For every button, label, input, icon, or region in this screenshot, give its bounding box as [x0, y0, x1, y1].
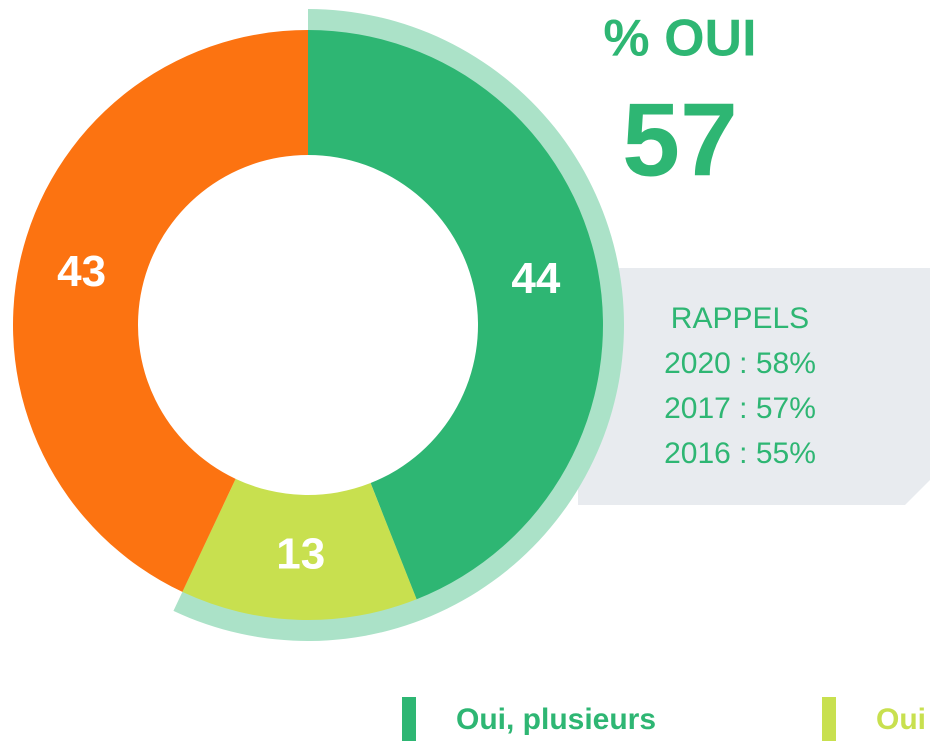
value-label: 13 — [276, 530, 325, 579]
legend-label: Oui — [876, 703, 926, 736]
recall-box — [578, 268, 930, 505]
headline-value: 57 — [622, 82, 738, 198]
slice — [182, 478, 417, 621]
headline: % OUI — [603, 10, 756, 68]
slice — [308, 30, 603, 600]
legend-swatch — [402, 697, 416, 741]
recall-item: 2016 : 55% — [664, 437, 816, 470]
value-label: 44 — [511, 254, 560, 303]
recall-title: RAPPELS — [671, 302, 809, 335]
legend-swatch — [822, 697, 836, 741]
value-label: 43 — [57, 247, 106, 296]
recall-item: 2017 : 57% — [664, 392, 816, 425]
slice — [12, 30, 309, 592]
donut — [12, 9, 624, 641]
legend-label: Oui, plusieurs — [456, 703, 656, 736]
recall-item: 2020 : 58% — [664, 347, 816, 380]
